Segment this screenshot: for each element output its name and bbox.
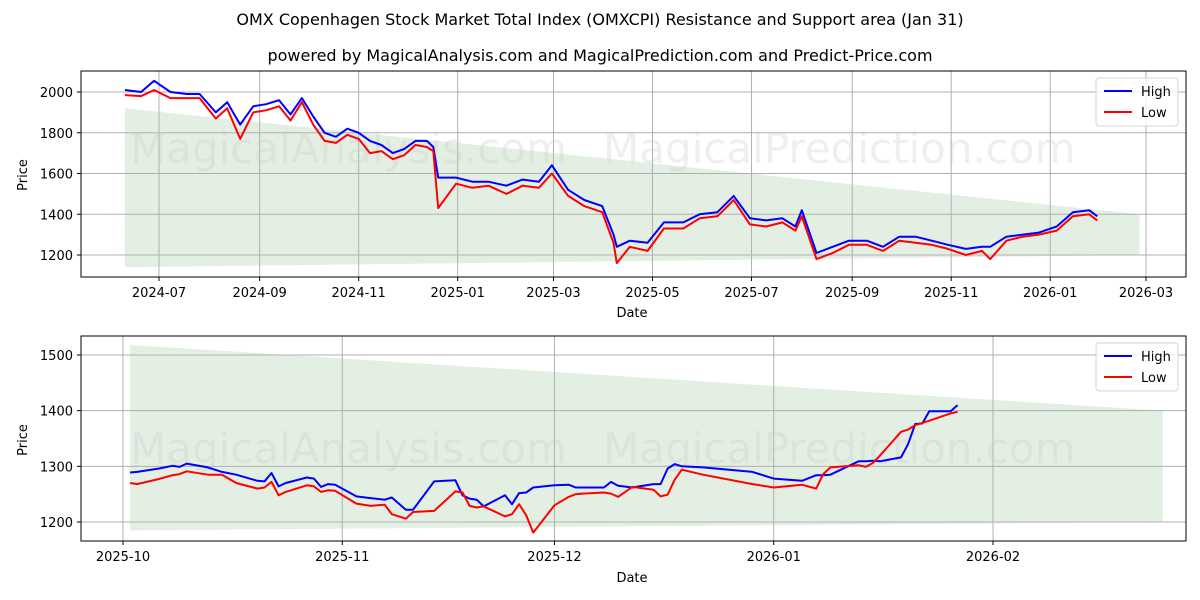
y-tick-label: 1400 [40,208,73,223]
top-y-axis-label: Price [16,159,31,191]
watermark-text: MagicalAnalysis.com [130,424,567,473]
top-chart: MagicalAnalysis.com MagicalPrediction.com… [16,70,1187,321]
y-tick-label: 2000 [40,86,73,101]
x-tick-label: 2025-11 [315,550,369,565]
bottom-support-resistance-band [130,344,1163,531]
bottom-low-line [129,410,958,534]
top-x-axis: 2024-07 2024-09 2024-11 2025-01 2025-03 2025-… [132,277,1173,301]
x-tick-label: 2025-01 [431,286,485,301]
y-tick-label: 1500 [40,349,73,364]
y-tick-label: 1200 [40,249,73,264]
x-tick-label: 2024-09 [232,286,286,301]
y-tick-label: 1300 [40,460,73,475]
y-tick-label: 1400 [40,405,73,420]
top-low-line [124,89,1098,265]
top-high-line [124,79,1098,254]
x-tick-label: 2025-07 [724,286,778,301]
legend-low-label: Low [1141,371,1167,386]
x-tick-label: 2026-02 [966,550,1020,565]
top-y-axis: 1200 1400 1600 1800 2000 [40,86,81,264]
x-tick-label: 2025-11 [924,286,978,301]
legend-high-label: High [1141,85,1171,100]
y-tick-label: 1800 [40,127,73,142]
y-tick-label: 1200 [40,516,73,531]
bottom-y-axis-label: Price [16,424,31,456]
watermark-text: MagicalPrediction.com [603,124,1076,173]
legend-low-label: Low [1141,106,1167,121]
top-x-axis-label: Date [616,306,647,321]
x-tick-label: 2026-01 [747,550,801,565]
y-tick-label: 1600 [40,168,73,183]
x-tick-label: 2025-05 [625,286,679,301]
bottom-chart: MagicalAnalysis.com MagicalPrediction.com… [16,335,1187,586]
bottom-high-line [130,404,959,511]
x-tick-label: 2024-11 [332,286,386,301]
x-tick-label: 2025-12 [527,550,581,565]
x-tick-label: 2024-07 [132,286,186,301]
top-support-resistance-band [124,108,1140,268]
top-watermark: MagicalAnalysis.com MagicalPrediction.com [130,124,1076,173]
x-tick-label: 2025-03 [526,286,580,301]
x-tick-label: 2026-03 [1119,286,1173,301]
watermark-text: MagicalAnalysis.com [130,124,567,173]
x-tick-label: 2026-01 [1023,286,1077,301]
bottom-y-axis: 1200 1300 1400 1500 [40,349,81,531]
watermark-text: MagicalPrediction.com [603,424,1076,473]
chart-title: OMX Copenhagen Stock Market Total Index … [236,10,964,29]
x-tick-label: 2025-10 [96,550,150,565]
bottom-legend: High Low [1095,342,1179,392]
chart-subtitle: powered by MagicalAnalysis.com and Magic… [267,46,933,65]
top-legend: High Low [1095,77,1179,127]
bottom-grid [81,336,1186,541]
bottom-watermark: MagicalAnalysis.com MagicalPrediction.com [130,424,1076,473]
bottom-x-axis-label: Date [616,571,647,586]
bottom-x-axis: 2025-10 2025-11 2025-12 2026-01 2026-02 [96,541,1020,565]
x-tick-label: 2025-09 [825,286,879,301]
legend-high-label: High [1141,350,1171,365]
